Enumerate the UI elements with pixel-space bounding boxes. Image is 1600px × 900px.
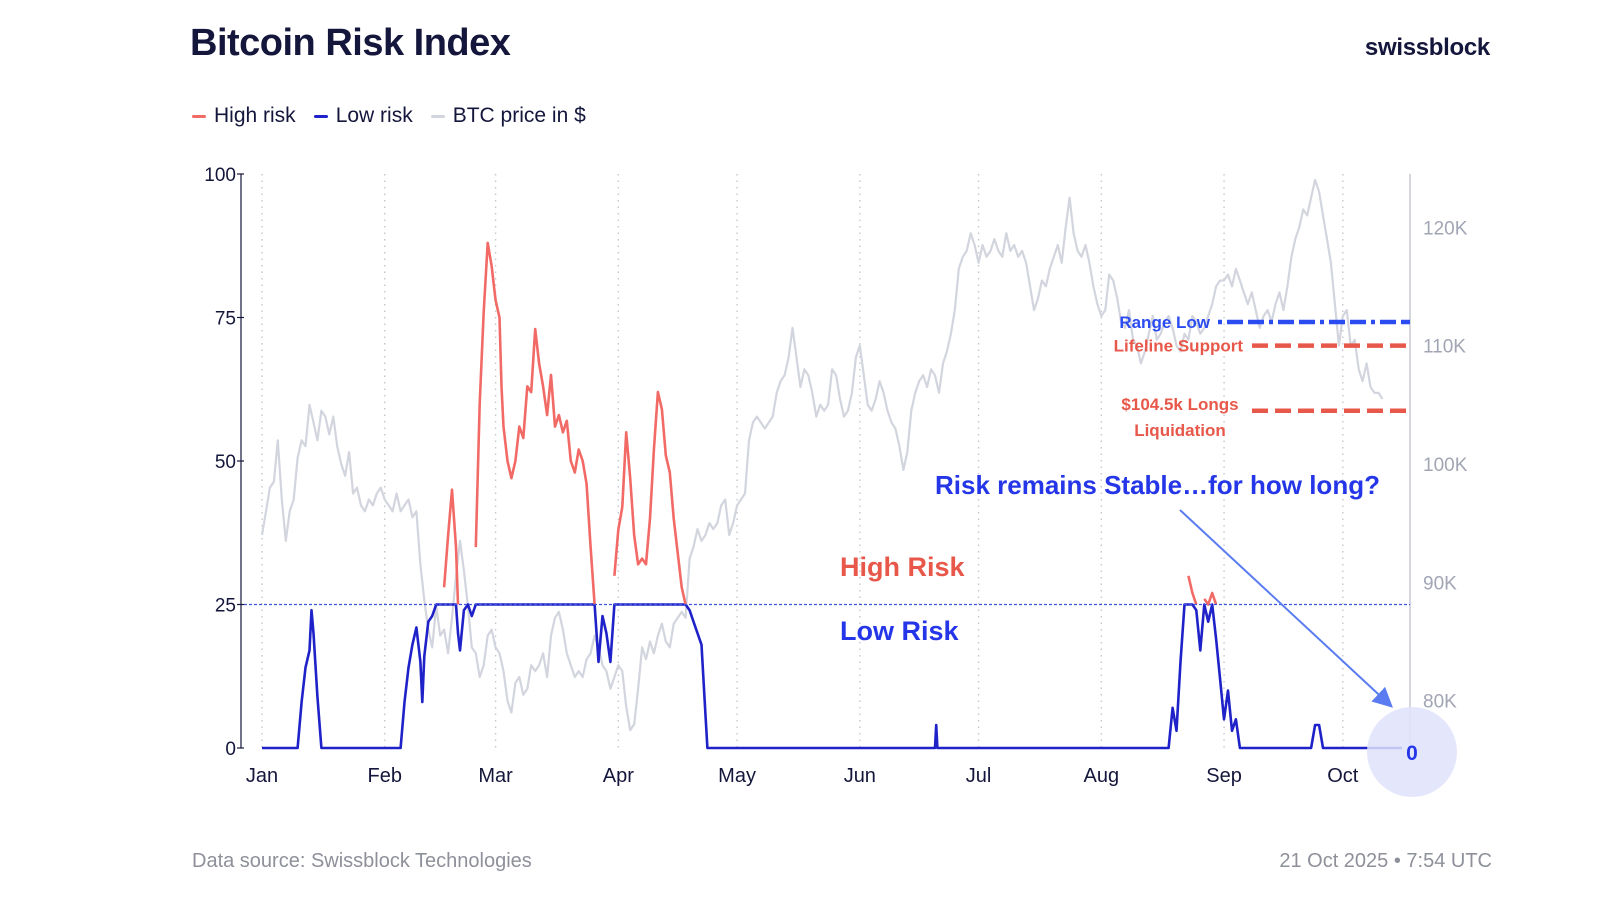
- chart-title: Bitcoin Risk Index: [190, 22, 511, 64]
- brand-logo: swissblock: [1364, 34, 1490, 61]
- x-tick-may: May: [718, 765, 756, 787]
- legend-item-high-risk[interactable]: High risk: [192, 104, 296, 128]
- timestamp: 21 Oct 2025 • 7:54 UTC: [1279, 850, 1492, 872]
- current-value-label: 0: [1406, 742, 1418, 765]
- legend: High risk Low risk BTC price in $: [192, 104, 586, 128]
- callout-text: Risk remains Stable…for how long?: [935, 470, 1380, 500]
- y-right-tick-110K: 110K: [1423, 337, 1466, 358]
- current-value-highlight: [1367, 707, 1457, 797]
- y-right-tick-120K: 120K: [1423, 218, 1468, 239]
- longs-liquidation-label-line2: Liquidation: [1134, 421, 1226, 440]
- legend-label-low-risk: Low risk: [335, 104, 413, 127]
- y-right-tick-100K: 100K: [1423, 455, 1468, 476]
- legend-swatch-high-risk: [192, 114, 206, 118]
- range-low-label: Range Low: [1119, 313, 1210, 332]
- x-tick-jun: Jun: [844, 765, 876, 787]
- legend-swatch-low-risk: [313, 114, 328, 118]
- x-tick-apr: Apr: [603, 765, 634, 787]
- y-left-tick-50: 50: [215, 452, 236, 473]
- x-tick-aug: Aug: [1084, 765, 1120, 787]
- legend-item-btc-price[interactable]: BTC price in $: [430, 104, 586, 128]
- low-risk-label: Low Risk: [840, 616, 960, 646]
- longs-liquidation-label-line1: $104.5k Longs: [1121, 395, 1238, 414]
- y-left-tick-100: 100: [204, 165, 236, 186]
- y-left-tick-75: 75: [215, 309, 236, 330]
- y-left-tick-25: 25: [215, 596, 236, 617]
- low-risk-line: [262, 603, 1403, 750]
- x-tick-mar: Mar: [478, 765, 513, 787]
- x-tick-feb: Feb: [367, 765, 401, 787]
- data-source: Data source: Swissblock Technologies: [192, 850, 532, 872]
- y-left-tick-0: 0: [225, 739, 236, 760]
- x-tick-jan: Jan: [246, 765, 278, 787]
- high-risk-line: [442, 241, 1218, 606]
- btc-price-line: [260, 178, 1384, 732]
- x-tick-oct: Oct: [1327, 765, 1359, 787]
- y-right-tick-90K: 90K: [1423, 573, 1457, 594]
- legend-label-high-risk: High risk: [214, 104, 296, 127]
- x-tick-jul: Jul: [966, 765, 992, 787]
- high-risk-label: High Risk: [840, 552, 966, 582]
- x-tick-sep: Sep: [1206, 765, 1242, 787]
- legend-label-btc-price: BTC price in $: [452, 104, 586, 127]
- legend-item-low-risk[interactable]: Low risk: [313, 104, 413, 128]
- callout-arrow: [1179, 509, 1393, 708]
- legend-swatch-btc-price: [430, 114, 445, 118]
- lifeline-support-label: Lifeline Support: [1114, 337, 1244, 356]
- y-right-tick-80K: 80K: [1423, 692, 1457, 713]
